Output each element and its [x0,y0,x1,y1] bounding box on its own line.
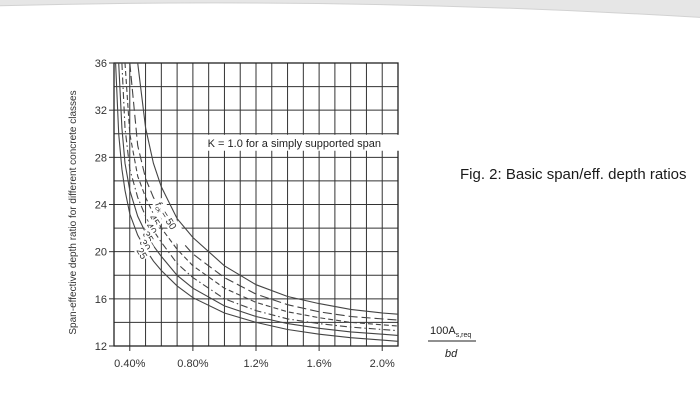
curve-label-subscript: ck [153,206,162,215]
curve-label-background [133,243,151,262]
curve-label-background [145,210,164,229]
y-axis-label: Span-effective depth ratio for different… [68,90,79,334]
figure-caption: Fig. 2: Basic span/eff. depth ratios [460,166,687,183]
x-tick-label: 0.40% [114,358,145,370]
series-line-fck-30 [118,62,399,336]
series-line-fck-25 [115,62,399,342]
annotation-text: K = 1.0 for a simply supported span [208,138,381,150]
series-line-fck-35 [121,62,399,332]
y-tick-label: 16 [95,294,107,306]
x-tick-label: 1.2% [243,358,268,370]
series-line-fck-50 [137,62,399,315]
y-tick-label: 12 [95,341,107,353]
y-tick-label: 28 [95,152,107,164]
x-tick-label: 0.80% [177,358,208,370]
x-axis-label-subscript: s,req [456,332,472,339]
curve-label-prefix: f [152,200,163,209]
series-line-fck-45 [129,62,399,321]
series-line-fck-40 [124,62,399,327]
annotation-background [204,134,401,151]
x-tick-label: 1.6% [307,358,332,370]
curve-label-background [139,226,158,246]
curve-label-background [142,218,161,237]
y-tick-label: 20 [95,247,107,259]
y-tick-label: 36 [95,58,107,70]
y-tick-label: 24 [95,200,107,212]
x-tick-label: 2.0% [370,358,395,370]
curve-label-background [152,197,190,248]
curve-label-background [136,235,155,254]
y-tick-label: 32 [95,105,107,117]
x-axis-label-denominator: bd [445,348,458,360]
x-axis-label-numerator: 100As,req [430,325,471,339]
x-axis-label: 100As,req bd [428,325,476,360]
